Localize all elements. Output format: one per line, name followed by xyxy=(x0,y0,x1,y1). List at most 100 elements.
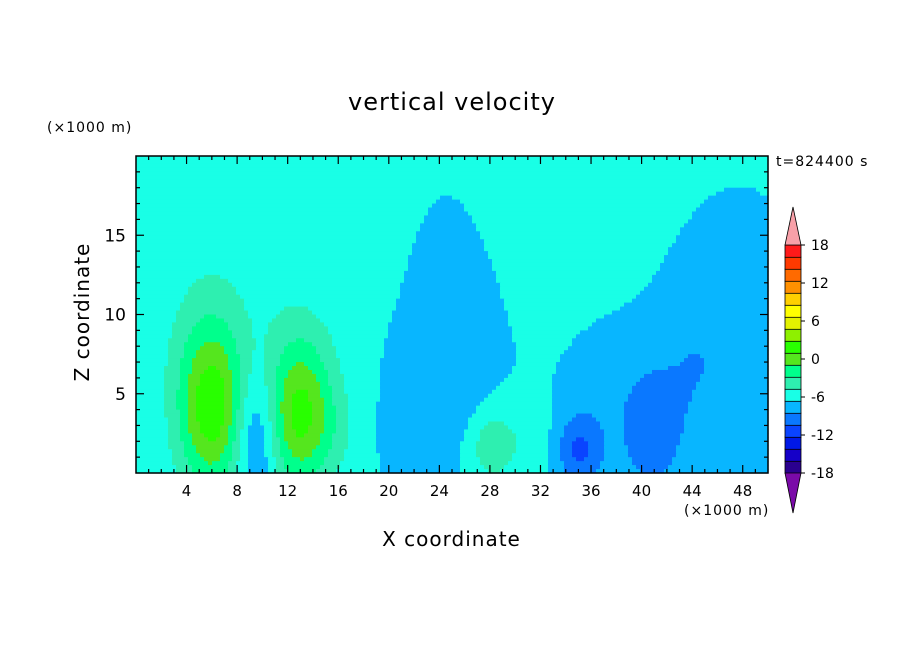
heatmap-cell xyxy=(136,342,169,347)
heatmap-cell xyxy=(164,377,181,383)
heatmap-cell xyxy=(272,421,277,427)
heatmap-cell xyxy=(312,453,329,458)
heatmap-cell xyxy=(252,326,269,331)
heatmap-cell xyxy=(240,457,249,462)
heatmap-cell xyxy=(296,429,309,434)
heatmap-cell xyxy=(604,453,629,458)
heatmap-cell xyxy=(508,310,613,316)
heatmap-cell xyxy=(196,413,225,419)
heatmap-cell xyxy=(516,449,549,454)
heatmap-cell xyxy=(236,469,249,474)
heatmap-cell xyxy=(496,385,553,391)
x-tick-label: 12 xyxy=(278,482,297,500)
heatmap-cell xyxy=(404,278,497,284)
heatmap-cell xyxy=(548,433,565,438)
heatmap-cell xyxy=(236,437,241,442)
heatmap-cell xyxy=(636,294,769,300)
heatmap-cell xyxy=(552,417,573,423)
heatmap-cell xyxy=(652,274,769,280)
heatmap-cell xyxy=(680,437,769,442)
heatmap-cell xyxy=(252,417,261,423)
x-axis-units: (×1000 m) xyxy=(684,503,770,519)
heatmap-cell xyxy=(556,366,669,371)
heatmap-cell xyxy=(240,393,249,399)
heatmap-cell xyxy=(304,338,333,343)
heatmap-cell xyxy=(316,350,337,355)
heatmap-cell xyxy=(248,465,269,470)
heatmap-cell xyxy=(308,397,325,403)
heatmap-cell xyxy=(164,389,177,395)
heatmap-cell xyxy=(268,397,277,403)
heatmap-cell xyxy=(136,171,769,177)
heatmap-cell xyxy=(188,457,205,462)
heatmap-cell xyxy=(264,342,289,347)
colorbar-swatch xyxy=(784,400,802,414)
heatmap-cell xyxy=(320,437,333,442)
heatmap-cell xyxy=(232,330,253,335)
heatmap-cell xyxy=(180,377,189,383)
heatmap-cell xyxy=(164,393,177,399)
heatmap-cell xyxy=(348,441,377,446)
heatmap-cell xyxy=(232,441,241,446)
heatmap-cell xyxy=(516,445,549,450)
heatmap-cell xyxy=(292,413,313,419)
heatmap-cell xyxy=(348,437,377,442)
heatmap-cell xyxy=(376,417,469,423)
heatmap-cell xyxy=(460,469,489,474)
heatmap-cell xyxy=(516,358,561,363)
heatmap-cell xyxy=(192,330,233,335)
heatmap-cell xyxy=(572,338,769,343)
heatmap-cell xyxy=(180,358,193,363)
heatmap-cell xyxy=(264,366,277,371)
heatmap-cell xyxy=(552,377,641,383)
heatmap-cell xyxy=(292,425,309,431)
heatmap-cell xyxy=(252,318,273,324)
heatmap-cell xyxy=(392,314,509,320)
heatmap-cell xyxy=(348,417,377,423)
heatmap-cell xyxy=(180,302,245,308)
heatmap-cell xyxy=(180,381,189,387)
heatmap-cell xyxy=(564,465,601,470)
heatmap-cell xyxy=(308,429,325,434)
heatmap-cell xyxy=(252,413,261,419)
heatmap-cell xyxy=(400,290,501,296)
heatmap-cell xyxy=(224,401,233,407)
heatmap-cell xyxy=(244,302,397,308)
heatmap-cell xyxy=(624,437,681,442)
heatmap-cell xyxy=(404,270,497,276)
heatmap-cell xyxy=(284,389,297,395)
heatmap-cell xyxy=(276,465,285,470)
heatmap-cell xyxy=(312,409,325,415)
heatmap-cell xyxy=(276,393,285,399)
heatmap-cell xyxy=(704,369,769,375)
heatmap-cell xyxy=(184,441,193,446)
heatmap-cell xyxy=(380,397,485,403)
heatmap-cell xyxy=(512,338,573,343)
heatmap-cell xyxy=(328,330,389,335)
heatmap-cell xyxy=(240,358,253,363)
heatmap-cell xyxy=(516,441,549,446)
colorbar-tick-label: -18 xyxy=(811,466,834,482)
heatmap-cell xyxy=(196,449,225,454)
heatmap-cell xyxy=(468,421,489,427)
heatmap-cell xyxy=(620,306,769,312)
heatmap-cell xyxy=(292,453,313,458)
heatmap-cell xyxy=(240,429,249,434)
heatmap-cell xyxy=(240,389,249,395)
heatmap-cell xyxy=(464,429,481,434)
heatmap-cell xyxy=(136,183,769,189)
heatmap-cell xyxy=(480,433,517,438)
heatmap-cell xyxy=(668,366,705,371)
heatmap-cell xyxy=(624,302,769,308)
heatmap-cell xyxy=(192,465,229,470)
heatmap-cell xyxy=(164,413,181,419)
heatmap-cell xyxy=(692,393,769,399)
heatmap-cell xyxy=(624,441,681,446)
heatmap-cell xyxy=(248,449,265,454)
heatmap-cell xyxy=(136,231,417,236)
heatmap-cell xyxy=(708,195,769,201)
heatmap-cell xyxy=(376,441,461,446)
colorbar-swatch xyxy=(784,388,802,402)
heatmap-cell xyxy=(512,326,589,331)
heatmap-cell xyxy=(136,266,409,272)
